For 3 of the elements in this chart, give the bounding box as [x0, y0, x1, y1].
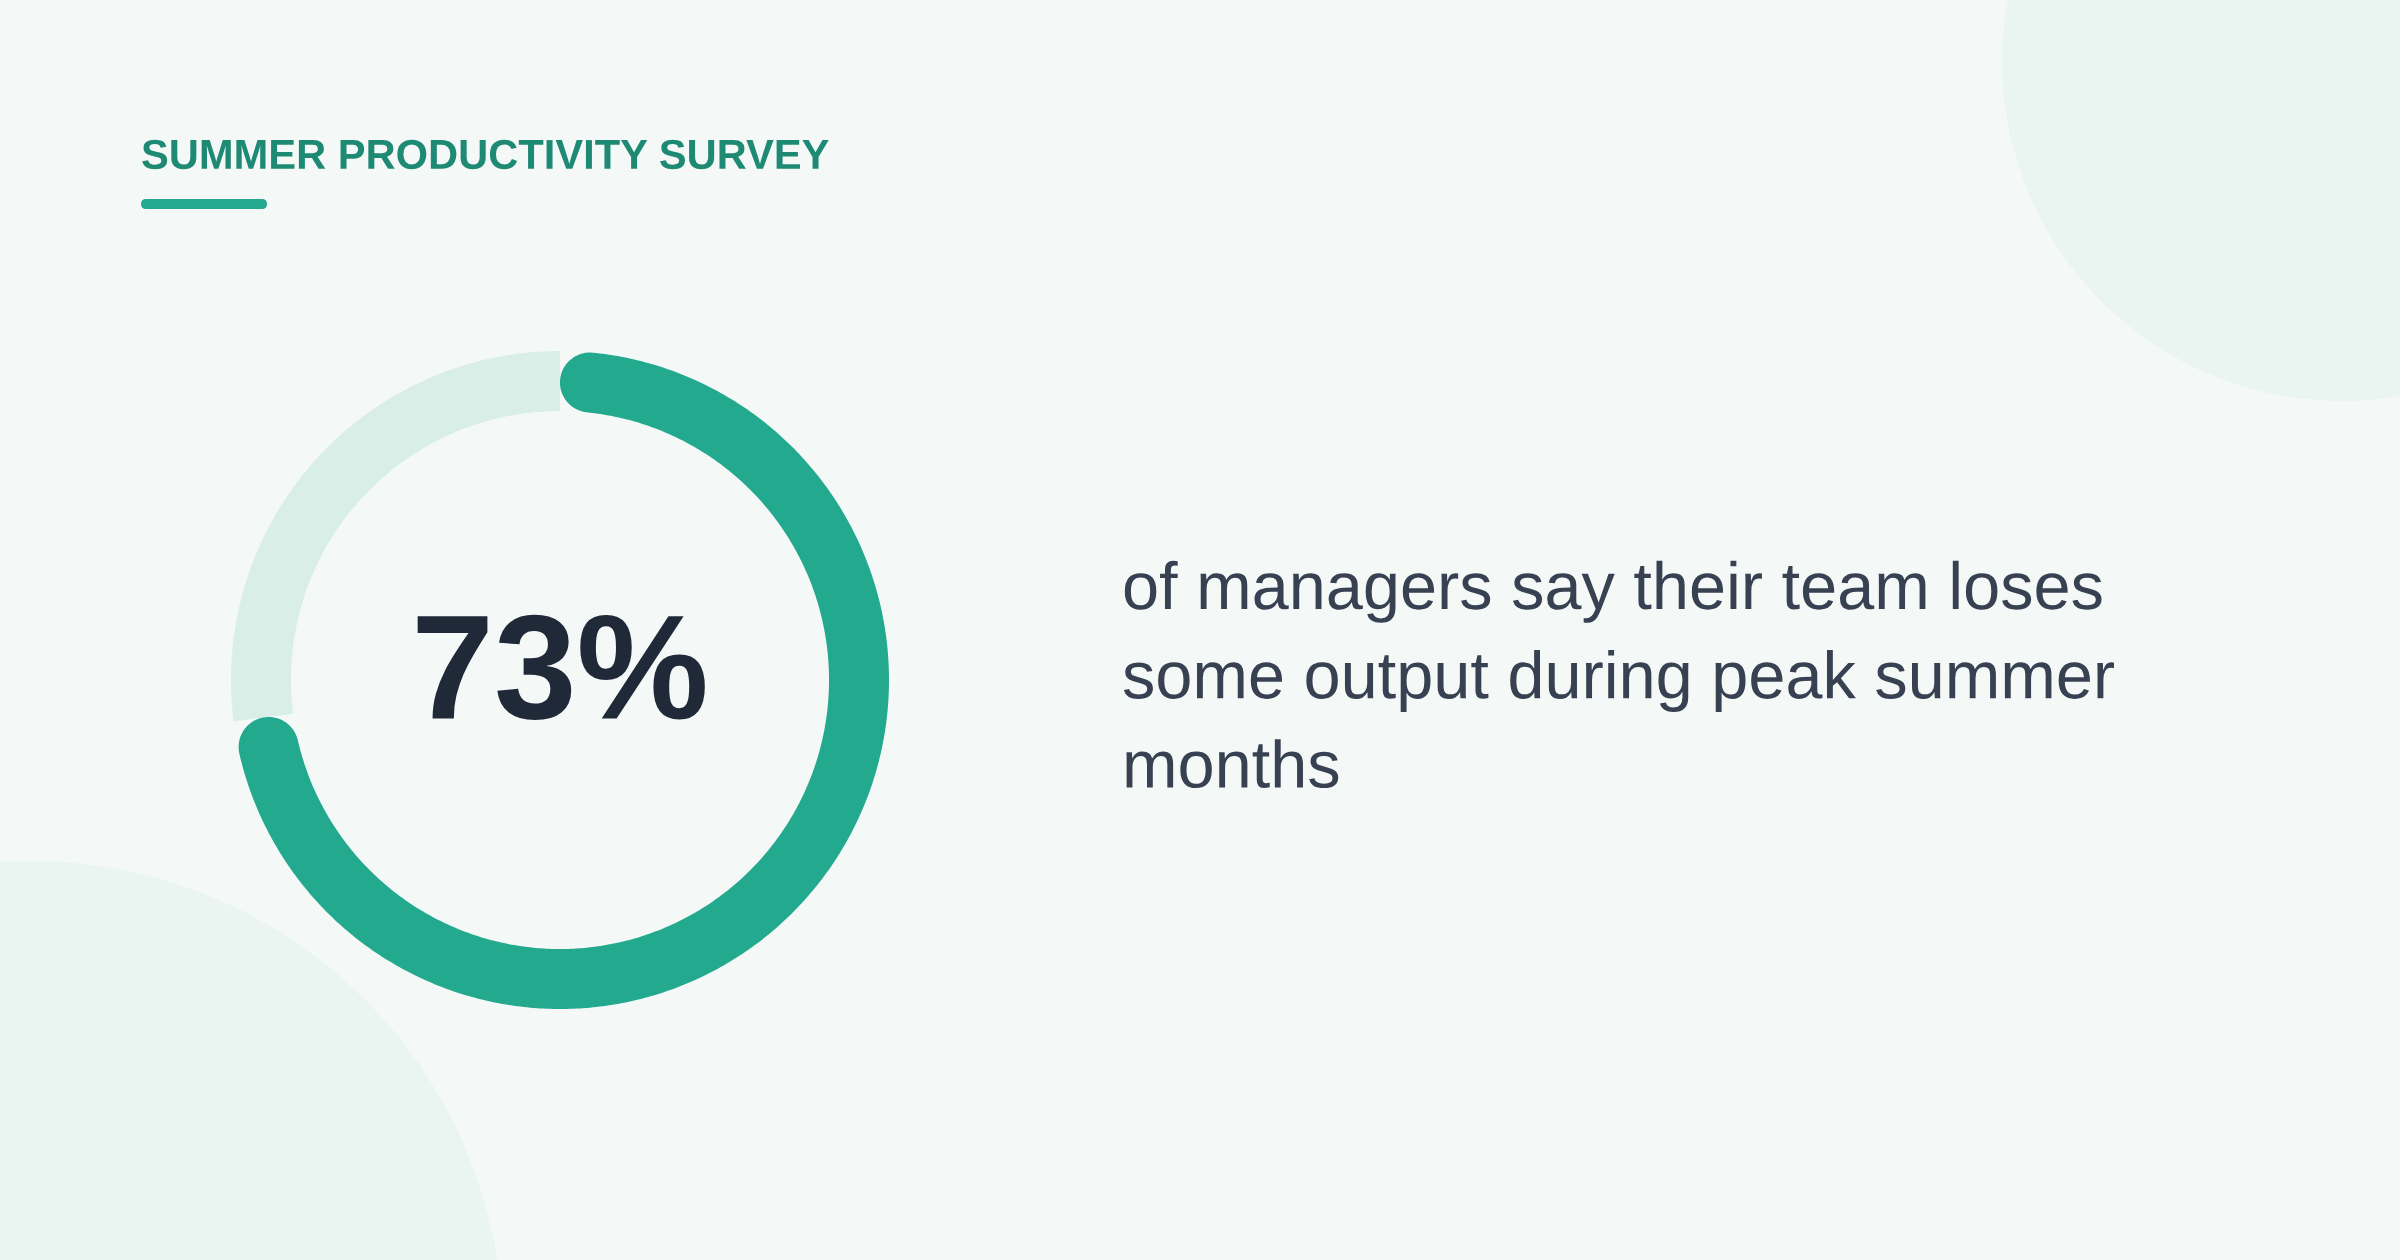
data-label: 73% — [417, 614, 705, 721]
text: of managers say their team loses some output during peak summer months — [1123, 560, 2114, 789]
chart-title: SUMMER PRODUCTIVITY SURVEY — [142, 139, 829, 170]
